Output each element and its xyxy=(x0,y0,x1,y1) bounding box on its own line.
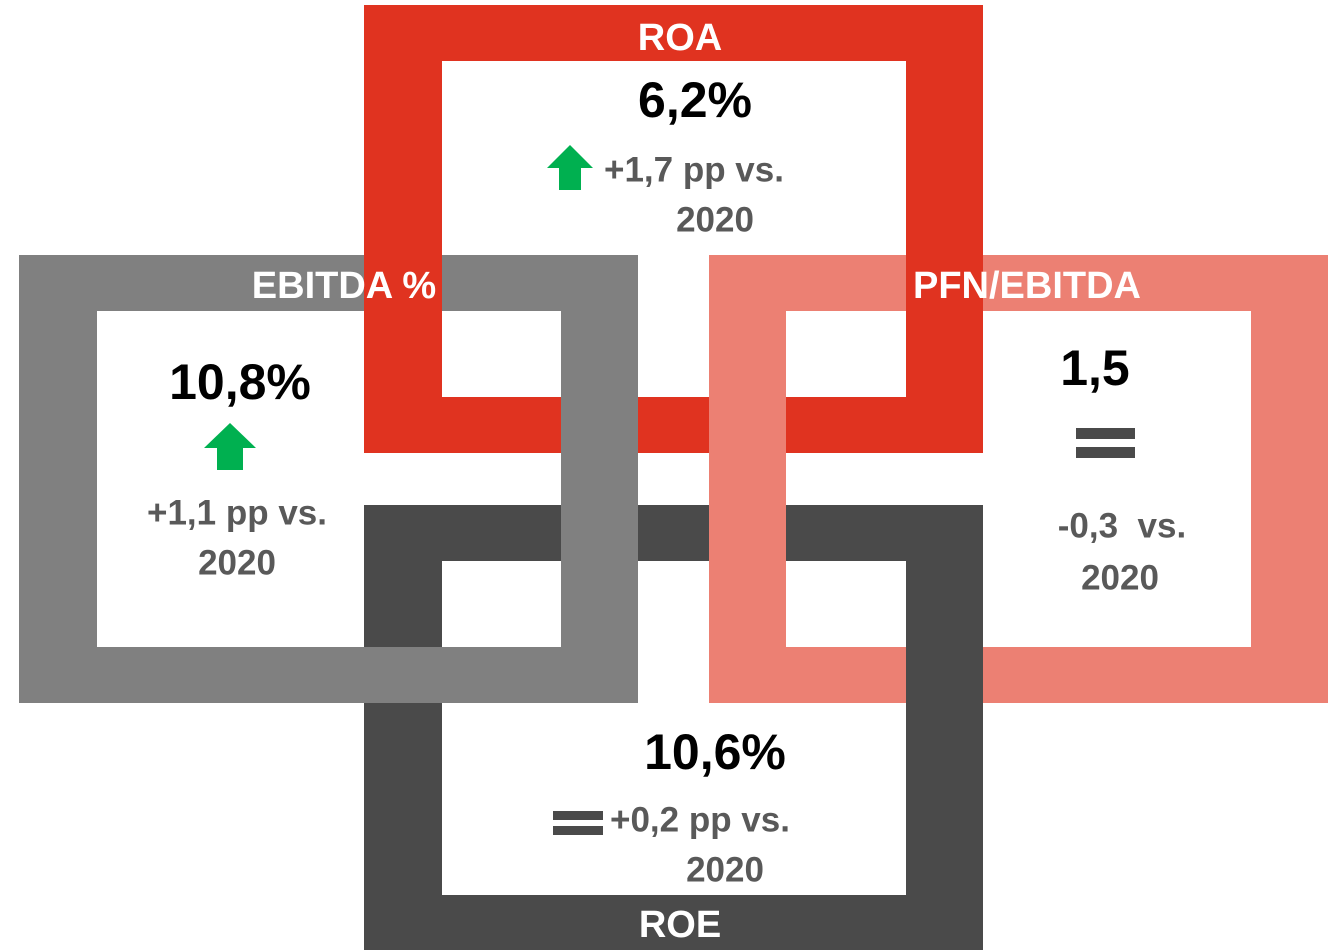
card-change: +1,1 pp vs. xyxy=(147,493,327,532)
card-value: 10,8% xyxy=(169,354,311,410)
card-change: 2020 xyxy=(1081,558,1159,597)
card-title: ROE xyxy=(639,904,721,946)
card-change: 2020 xyxy=(686,850,764,889)
equal-icon xyxy=(1076,447,1135,458)
card-value: 10,6% xyxy=(644,724,786,780)
card-change: +0,2 pp vs. xyxy=(610,800,790,839)
card-title: PFN/EBITDA xyxy=(913,265,1141,307)
card-change: -0,3 vs. xyxy=(1058,506,1186,545)
card-title: EBITDA % xyxy=(252,265,436,307)
card-value: 1,5 xyxy=(1060,340,1130,396)
equal-icon xyxy=(1076,428,1135,439)
roe-overlap xyxy=(906,647,983,703)
roa-overlap xyxy=(364,255,442,311)
up-arrow xyxy=(547,145,593,190)
pfn-overlap xyxy=(709,397,786,453)
roe-frame xyxy=(364,505,983,950)
card-change: +1,7 pp vs. xyxy=(604,150,784,189)
card-change: 2020 xyxy=(676,200,754,239)
card-title: ROA xyxy=(638,17,722,59)
equal-icon xyxy=(553,811,603,820)
up-arrow xyxy=(204,423,256,470)
pfn-frame xyxy=(709,255,1328,703)
roa-frame xyxy=(364,5,983,453)
ebitda-frame xyxy=(19,255,638,703)
equal-icon xyxy=(553,826,603,835)
card-value: 6,2% xyxy=(638,72,752,128)
card-change: 2020 xyxy=(198,543,276,582)
